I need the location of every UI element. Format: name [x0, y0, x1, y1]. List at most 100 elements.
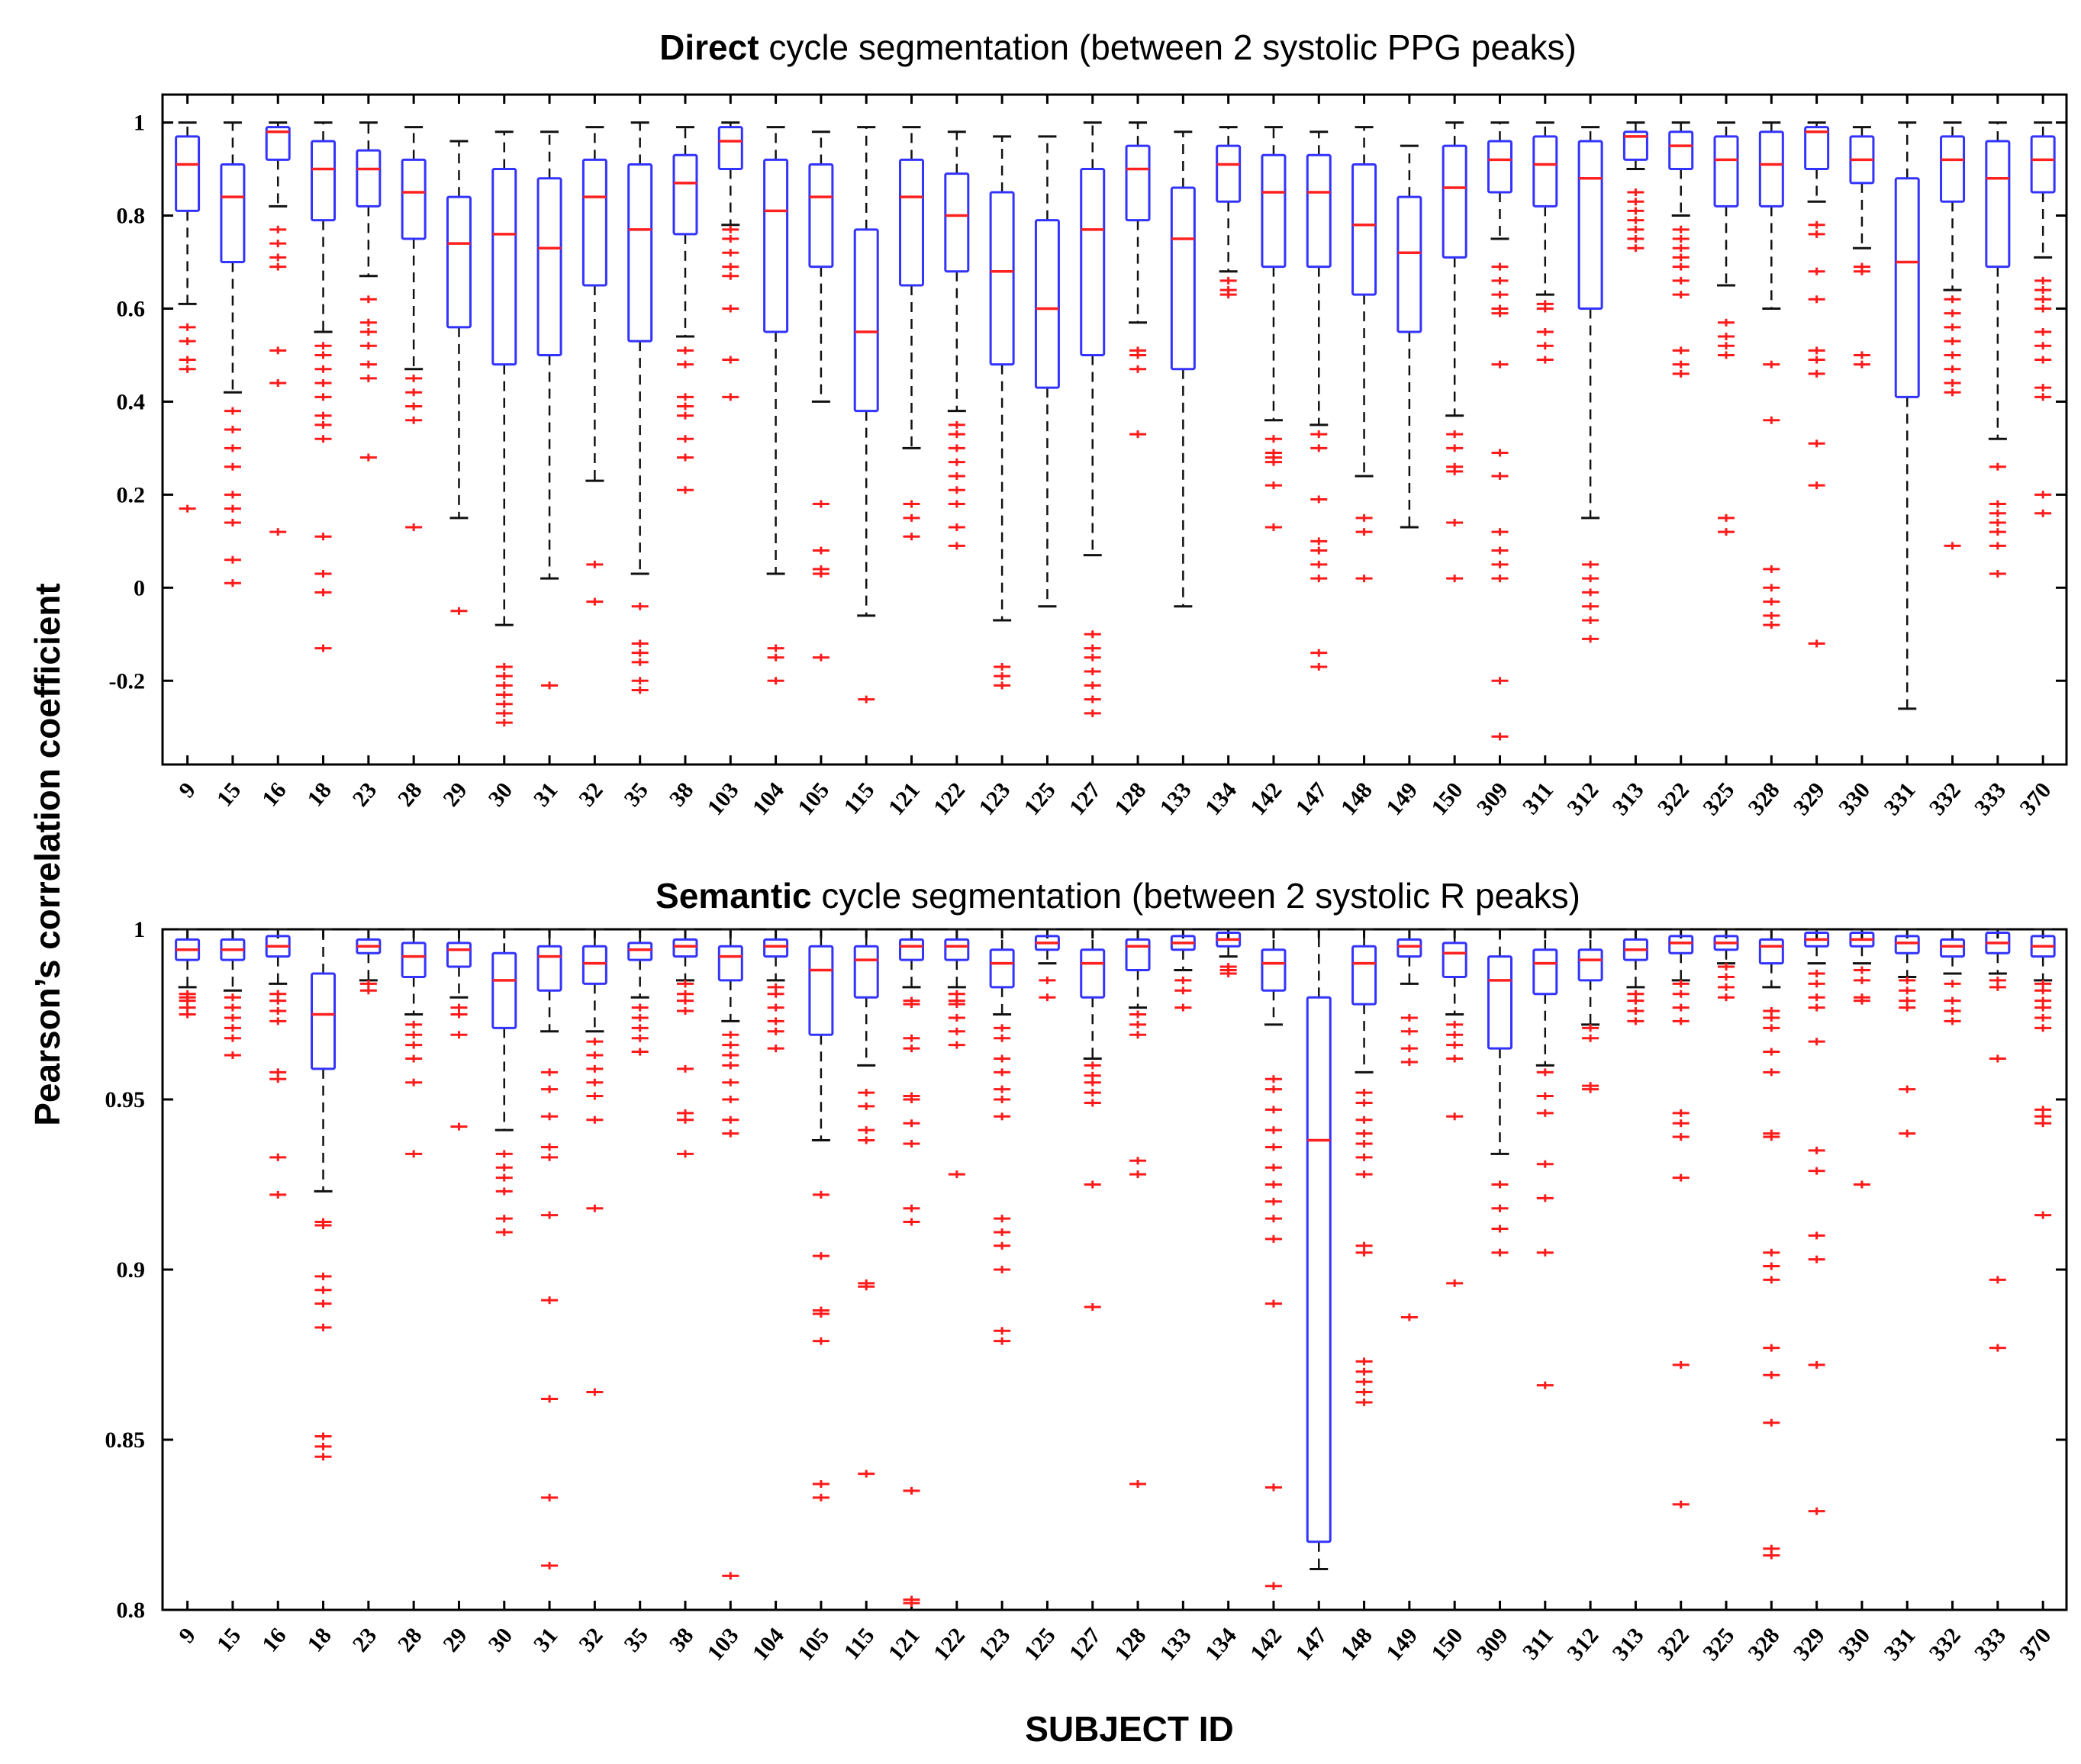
outlier-marker — [1627, 225, 1645, 233]
outlier-marker — [450, 1031, 468, 1039]
x-tick-label: 15 — [212, 777, 246, 811]
iqr-box — [989, 948, 1015, 989]
box-134: 134 — [1200, 95, 1242, 820]
outlier-marker — [1355, 1378, 1373, 1386]
x-tick-label: 123 — [974, 1623, 1015, 1666]
outlier-marker — [948, 1027, 965, 1035]
outlier-marker — [1536, 1068, 1554, 1077]
outlier-marker — [269, 528, 287, 536]
outlier-marker — [1808, 1507, 1825, 1515]
outlier-marker — [586, 1078, 604, 1086]
outlier-marker — [2034, 356, 2052, 364]
x-tick-label: 28 — [393, 777, 427, 811]
iqr-box — [1622, 130, 1648, 161]
outlier-marker — [1627, 996, 1645, 1005]
iqr-box — [1668, 130, 1694, 171]
outlier-marker — [767, 677, 784, 685]
box-29: 29 — [438, 928, 472, 1656]
iqr-box — [1442, 942, 1467, 978]
box-103: 103 — [702, 95, 744, 820]
outlier-marker — [812, 1479, 830, 1488]
outlier-marker — [1672, 346, 1690, 355]
outlier-marker — [994, 1024, 1011, 1032]
outlier-marker — [541, 1068, 559, 1077]
box-150: 150 — [1426, 95, 1468, 820]
outlier-marker — [1264, 1483, 1282, 1492]
outlier-marker — [1718, 318, 1735, 327]
outlier-marker — [1808, 439, 1825, 448]
x-tick-label: 29 — [438, 1623, 472, 1656]
outlier-marker — [541, 1562, 559, 1570]
outlier-marker — [1446, 467, 1464, 475]
outlier-marker — [948, 472, 965, 480]
y-tick-label: 0.8 — [117, 204, 146, 229]
iqr-box — [1125, 144, 1151, 222]
outlier-marker — [1446, 575, 1464, 583]
box-105: 105 — [793, 928, 834, 1666]
outlier-marker — [224, 518, 241, 526]
outlier-marker — [722, 1051, 739, 1060]
outlier-marker — [1310, 430, 1328, 439]
x-tick-label: 23 — [348, 777, 382, 811]
top-title-rest: cycle segmentation (between 2 systolic P… — [759, 27, 1577, 67]
outlier-marker — [179, 996, 196, 1005]
outlier-marker — [269, 253, 287, 262]
outlier-marker — [495, 672, 513, 681]
box-31: 31 — [529, 928, 562, 1656]
outlier-marker — [1264, 1106, 1282, 1114]
x-tick-label: 149 — [1381, 1623, 1422, 1666]
iqr-box — [627, 942, 653, 961]
iqr-box — [899, 158, 925, 287]
y-tick-label: 0.9 — [117, 1257, 146, 1283]
outlier-marker — [1446, 1112, 1464, 1121]
outlier-marker — [314, 1286, 332, 1294]
iqr-box — [1216, 144, 1242, 203]
outlier-marker — [1129, 1157, 1147, 1165]
outlier-marker — [1129, 1479, 1147, 1488]
outlier-marker — [1718, 993, 1735, 1002]
outlier-marker — [269, 996, 287, 1005]
outlier-marker — [1582, 560, 1599, 568]
outlier-marker — [676, 980, 694, 988]
outlier-marker — [1718, 973, 1735, 981]
iqr-box — [446, 195, 472, 329]
box-30: 30 — [484, 95, 518, 811]
outlier-marker — [541, 681, 559, 690]
outlier-marker — [1808, 481, 1825, 490]
box-313: 313 — [1608, 928, 1649, 1666]
outlier-marker — [1627, 216, 1645, 224]
outlier-marker — [1763, 1048, 1780, 1056]
outlier-marker — [405, 1078, 423, 1086]
x-tick-label: 313 — [1608, 777, 1649, 820]
outlier-marker — [2034, 276, 2052, 285]
outlier-marker — [1582, 602, 1599, 610]
box-330: 330 — [1834, 928, 1875, 1666]
outlier-marker — [1763, 584, 1780, 592]
outlier-marker — [1672, 369, 1690, 378]
outlier-marker — [903, 1034, 920, 1042]
outlier-marker — [586, 597, 604, 606]
x-tick-label: 30 — [484, 777, 518, 811]
outlier-marker — [812, 500, 830, 508]
outlier-marker — [1355, 513, 1373, 522]
x-tick-label: 331 — [1879, 1623, 1920, 1666]
outlier-marker — [1084, 695, 1101, 703]
outlier-marker — [224, 444, 241, 452]
outlier-marker — [314, 351, 332, 359]
outlier-marker — [1582, 575, 1599, 583]
x-tick-label: 309 — [1472, 777, 1513, 820]
box-103: 103 — [702, 928, 744, 1666]
box-38: 38 — [665, 928, 698, 1656]
outlier-marker — [1491, 528, 1509, 536]
outlier-marker — [1536, 1248, 1554, 1257]
outlier-marker — [1400, 1027, 1418, 1035]
outlier-marker — [1446, 1279, 1464, 1287]
outlier-marker — [1763, 1276, 1780, 1284]
outlier-marker — [1446, 1041, 1464, 1049]
outlier-marker — [269, 225, 287, 233]
outlier-marker — [314, 420, 332, 429]
outlier-marker — [1264, 1197, 1282, 1206]
outlier-marker — [224, 491, 241, 499]
outlier-marker — [2034, 1119, 2052, 1128]
